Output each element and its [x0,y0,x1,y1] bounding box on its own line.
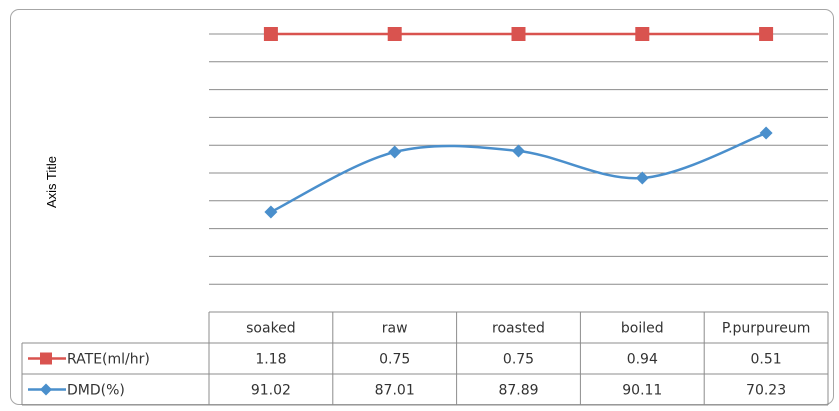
category-label: soaked [246,321,296,337]
category-label: boiled [621,321,664,337]
legend-label: RATE(ml/hr) [67,352,150,368]
point-dmd-ppurpureum [759,126,773,140]
y-axis-title: Axis Title [44,156,59,208]
data-value: 91.02 [251,383,291,399]
chart-frame [10,9,834,405]
data-value: 0.51 [751,352,782,368]
legend-key-marker [40,383,52,396]
point-dmd-boiled [635,171,649,185]
legend-label: DMD(%) [67,383,125,399]
data-table: soaked raw roasted boiled P.purpureum RATE(ml… [21,311,829,406]
data-value: 90.11 [622,383,662,399]
point-rate-boiled [635,27,650,41]
grid-lines [209,33,828,313]
point-dmd-raw [388,145,402,159]
point-rate-ppurpureum [759,27,774,41]
legend-key-marker [40,352,52,365]
point-rate-roasted [511,27,526,41]
point-dmd-soaked [264,205,278,219]
data-value: 1.18 [255,352,286,368]
data-value: 0.94 [627,352,658,368]
plot-area [263,27,774,219]
data-value: 0.75 [503,352,534,368]
data-value: 87.01 [375,383,415,399]
category-label: P.purpureum [722,321,811,337]
point-rate-soaked [263,27,278,41]
data-value: 70.23 [746,383,786,399]
data-value: 0.75 [379,352,410,368]
point-dmd-roasted [512,144,525,158]
category-label: roasted [492,321,545,337]
category-label: raw [382,321,408,337]
point-rate-raw [387,27,402,41]
data-value: 87.89 [498,383,538,399]
